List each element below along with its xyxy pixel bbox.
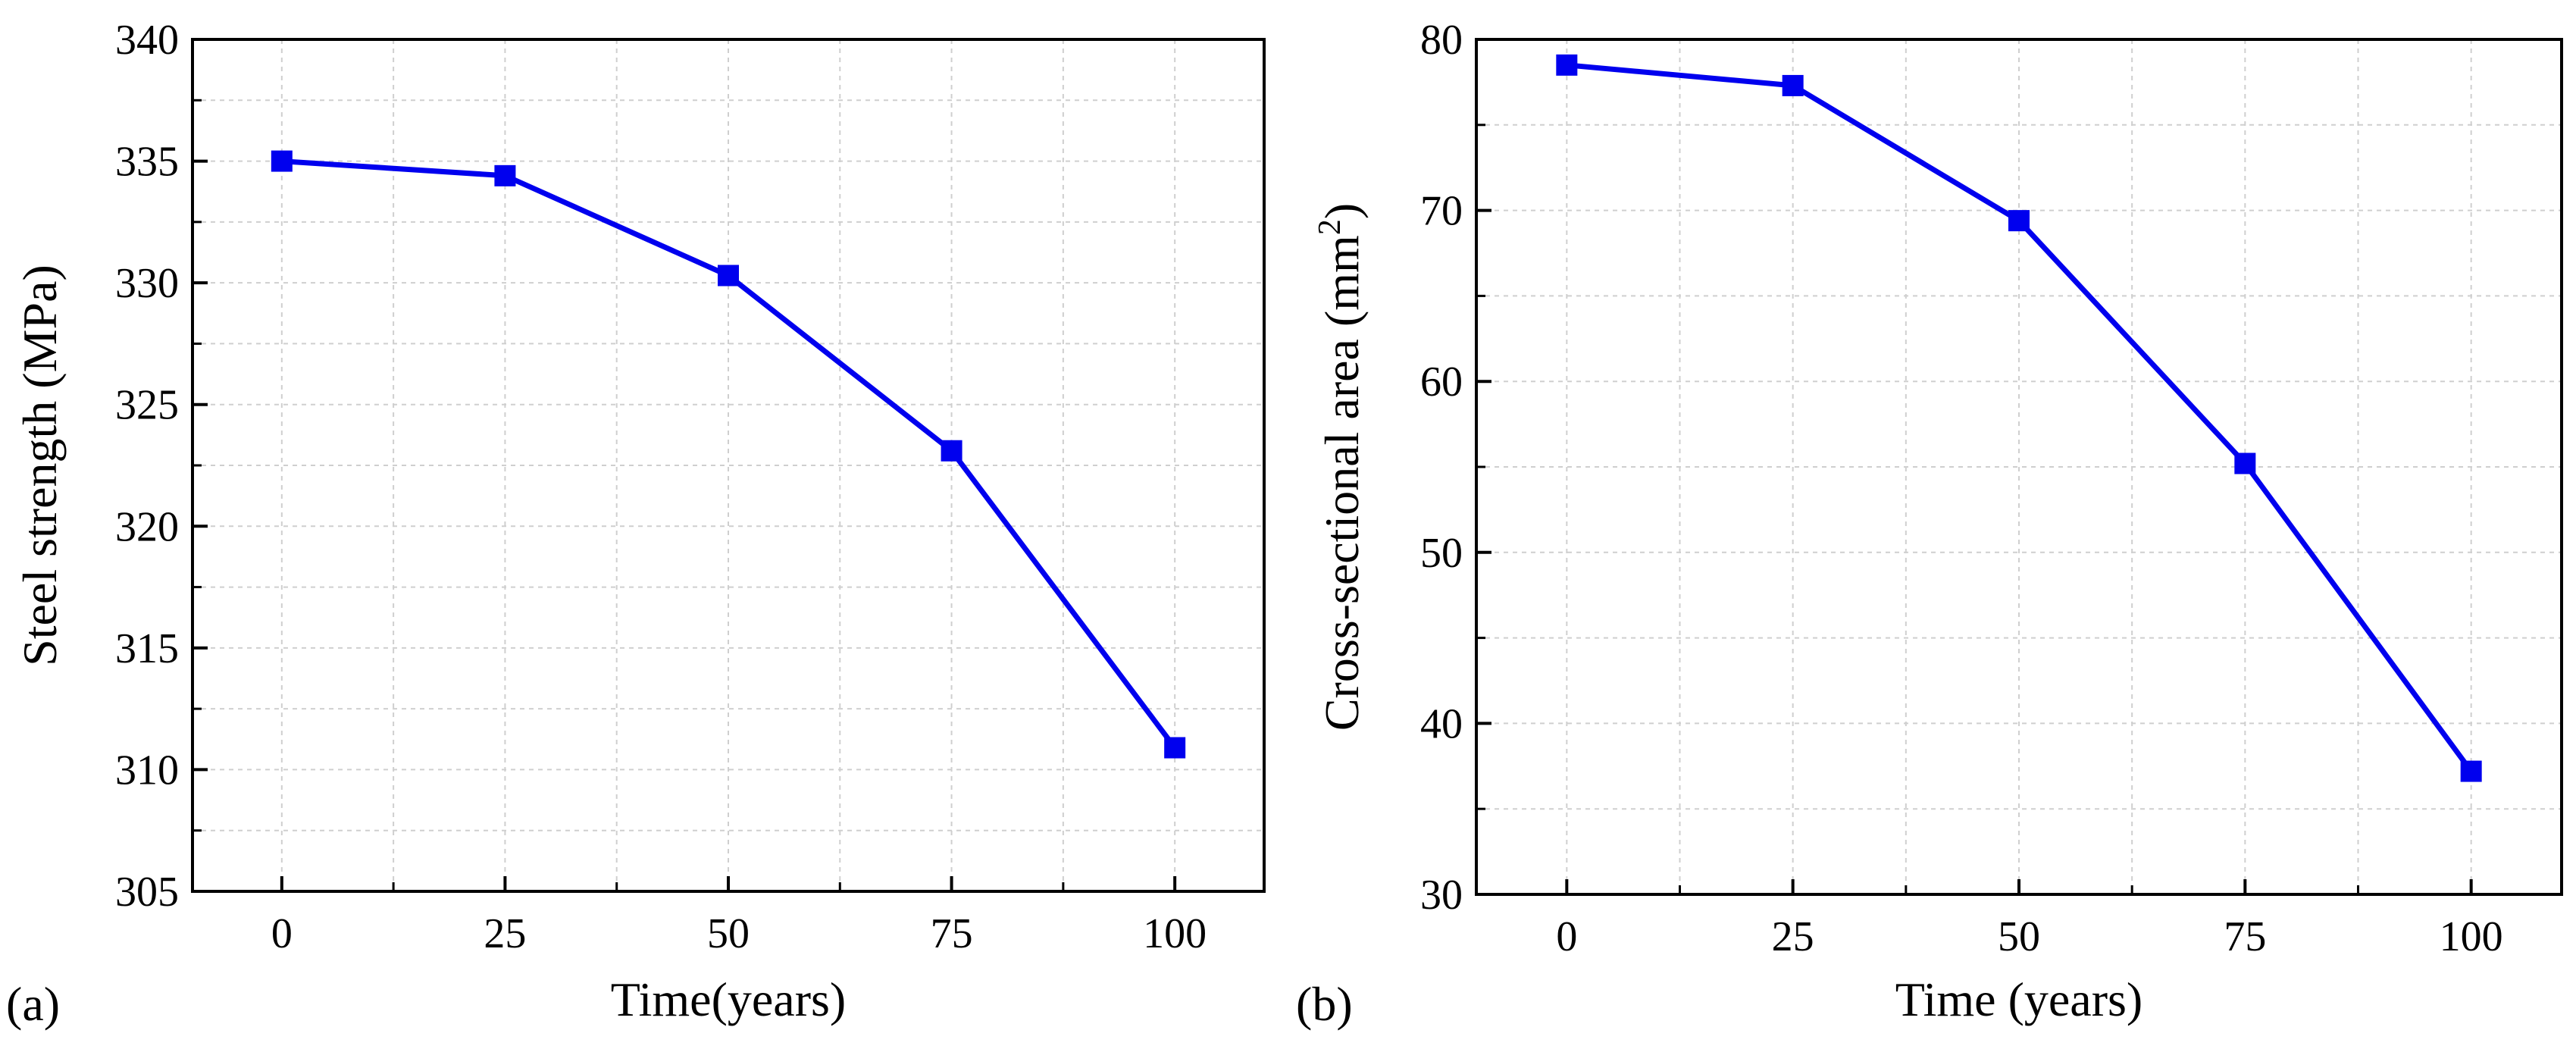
panel-a-y-tick-label: 340: [115, 17, 179, 64]
panel-a-y-tick-label: 315: [115, 625, 179, 672]
panel-b-y-tick-label: 70: [1420, 188, 1463, 235]
panel-b-data-point: [1782, 74, 1804, 96]
panel-a-y-tick-label: 310: [115, 747, 179, 794]
panel-a-data-point: [271, 150, 293, 172]
panel-b-label: (b): [1296, 977, 1353, 1031]
panel-a-x-tick-label: 0: [271, 910, 293, 957]
panel-b-y-axis-title: Cross-sectional area (mm2): [1313, 203, 1369, 731]
panel-b-y-tick-label: 60: [1420, 359, 1463, 406]
panel-b-y-tick-label: 80: [1420, 17, 1463, 64]
panel-a-y-tick-label: 320: [115, 503, 179, 550]
panel-a-data-point: [1164, 737, 1186, 759]
panel-a-y-tick-label: 330: [115, 260, 179, 307]
panel-b-x-tick-label: 75: [2224, 913, 2266, 960]
panel-a-tick-labels: 0 25 50 75 100 305 310 315 320 325 330 335 340: [115, 17, 1207, 957]
panel-b-y-tick-label: 50: [1420, 530, 1463, 577]
panel-b-data-point: [1556, 54, 1578, 76]
panel-a-data-point: [494, 164, 516, 186]
panel-b-y-axis-title-superscript: 2: [1313, 219, 1347, 235]
panel-b-y-tick-label: 40: [1420, 700, 1463, 747]
panel-a-x-tick-label: 100: [1143, 910, 1207, 957]
panel-b-y-tick-label: 30: [1420, 872, 1463, 919]
panel-b-y-axis-title-main: Cross-sectional area (mm: [1315, 235, 1369, 731]
panel-b-x-tick-label: 25: [1772, 913, 1814, 960]
panel-b-ticks: [1476, 38, 2473, 896]
panel-b-grid: [1476, 39, 2562, 894]
panel-a-x-tick-label: 25: [484, 910, 526, 957]
panel-a-data-point: [941, 440, 962, 462]
panel-b: 0 25 50 75 100 30 40 50 60 70 80 Time (years) Cros…: [1296, 17, 2563, 1031]
panel-b-series: [1556, 54, 2482, 782]
panel-b-data-point: [2008, 210, 2030, 232]
panel-a-y-tick-label: 325: [115, 382, 179, 429]
panel-b-tick-labels: 0 25 50 75 100 30 40 50 60 70 80: [1420, 17, 2503, 960]
panel-b-x-tick-label: 100: [2440, 913, 2503, 960]
panel-a-y-tick-label: 305: [115, 869, 179, 916]
panel-a-label: (a): [6, 977, 60, 1031]
panel-a-grid: [192, 39, 1264, 891]
panel-a-x-tick-label: 75: [931, 910, 973, 957]
panel-a-data-point: [718, 265, 739, 287]
panel-b-x-tick-label: 0: [1556, 913, 1577, 960]
panel-a-x-tick-label: 50: [707, 910, 750, 957]
panel-a-y-tick-label: 335: [115, 139, 179, 186]
panel-a-series: [271, 150, 1186, 759]
panel-a-x-axis-title: Time(years): [611, 972, 846, 1026]
panel-a: 0 25 50 75 100 305 310 315 320 325 330 335 340 Time(…: [6, 17, 1266, 1031]
panel-a-y-axis-title: Steel strength (MPa): [13, 265, 67, 666]
panel-b-x-tick-label: 50: [1998, 913, 2040, 960]
panel-b-x-axis-title: Time (years): [1895, 972, 2142, 1026]
panel-a-ticks: [192, 38, 1177, 893]
panel-b-data-point: [2460, 760, 2482, 782]
panel-b-data-point: [2234, 452, 2256, 474]
panel-b-y-axis-title-end: ): [1315, 203, 1369, 219]
